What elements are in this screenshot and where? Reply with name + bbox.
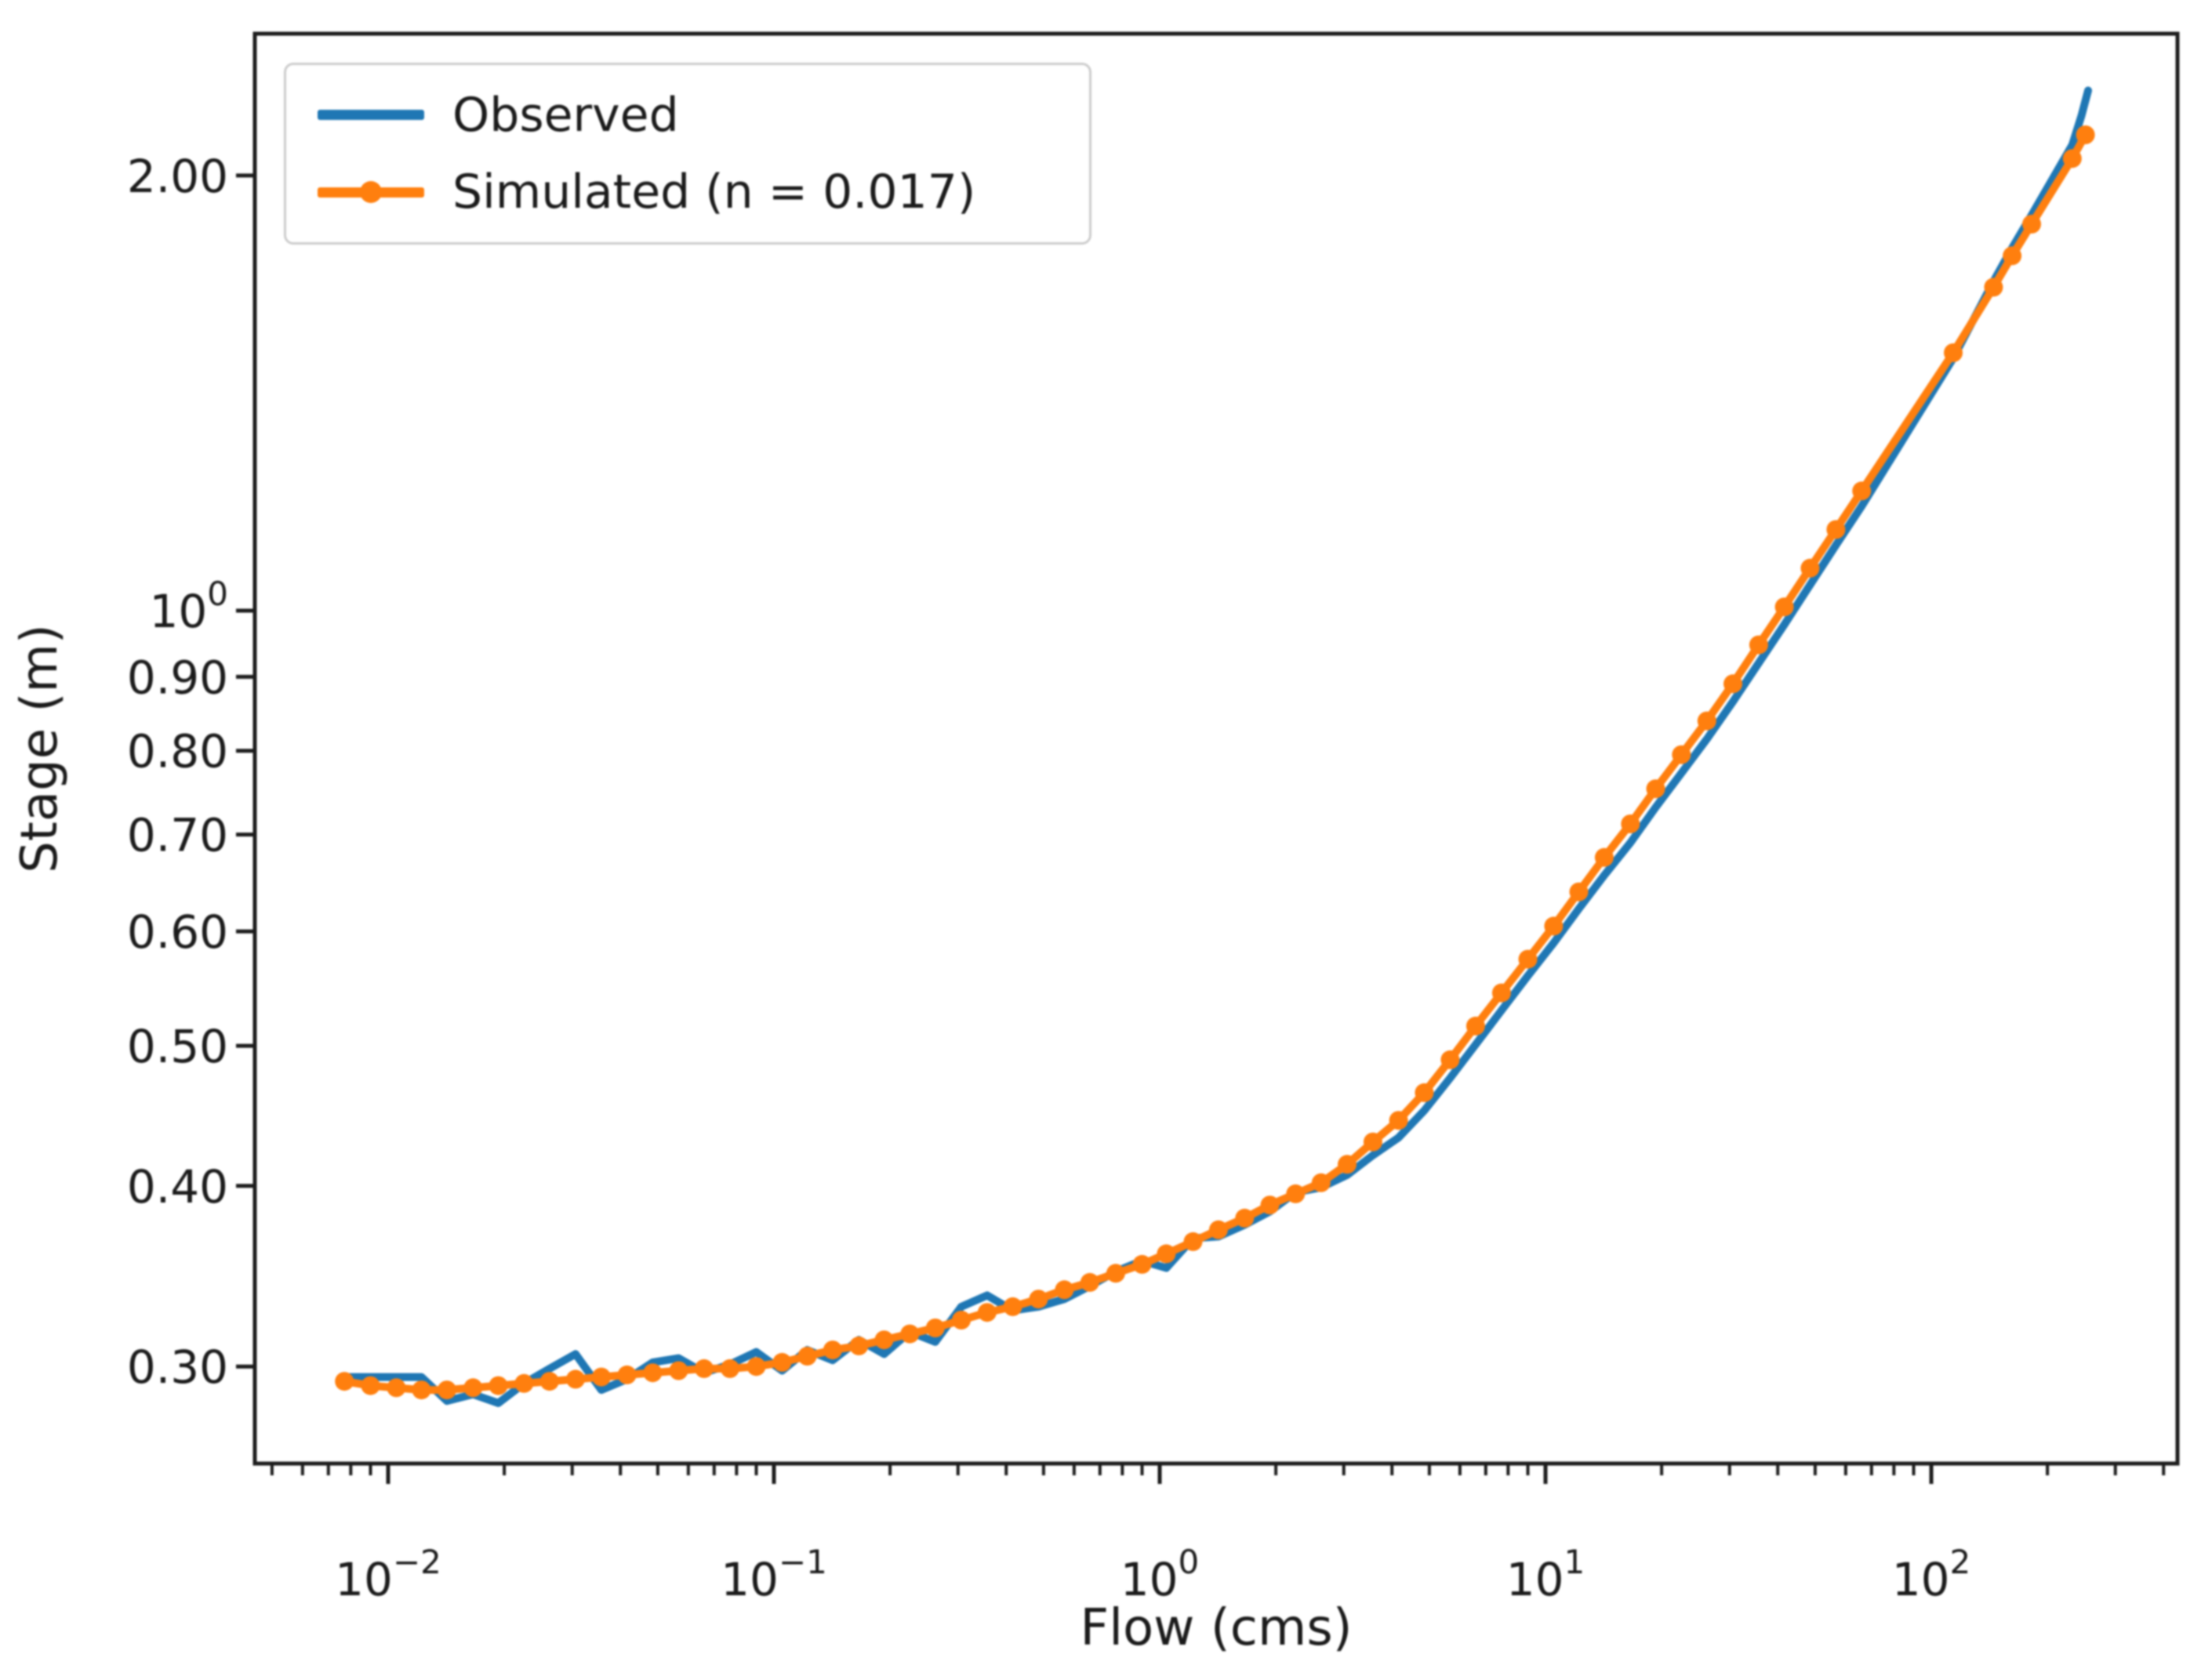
- x-tick-label: 102: [1892, 1543, 1971, 1606]
- y-tick-label: 0.60: [127, 905, 228, 959]
- y-tick-label: 0.40: [127, 1160, 228, 1213]
- x-tick-label: 101: [1506, 1543, 1585, 1606]
- x-minor-ticks: [270, 1464, 2166, 1475]
- y-tick-label: 0.70: [127, 809, 228, 862]
- y-tick-label: 0.30: [127, 1340, 228, 1394]
- y-tick-label: 100: [149, 575, 228, 638]
- x-axis-title: Flow (cms): [1080, 1599, 1352, 1657]
- legend-item-observed: Observed: [318, 88, 1089, 143]
- simulated-marker-icon: [360, 181, 382, 204]
- simulated-line-sample: [318, 181, 424, 204]
- series-lines: [335, 86, 2095, 1407]
- y-tick-label: 0.90: [127, 651, 228, 704]
- x-tick-labels: 10−2 10−1 100 101 102: [335, 1543, 1970, 1606]
- y-tick-labels: 2.00 100 0.90 0.80 0.70 0.60 0.50 0.40 0.30: [127, 150, 228, 1394]
- y-tick-label: 2.00: [127, 150, 228, 203]
- plot-frame: [252, 31, 2180, 1466]
- x-tick-label: 10−1: [721, 1543, 827, 1606]
- y-tick-label: 0.50: [127, 1020, 228, 1073]
- x-tick-label: 10−2: [335, 1543, 441, 1606]
- y-tick-label: 0.80: [127, 725, 228, 778]
- x-tick-label: 100: [1121, 1543, 1200, 1606]
- legend-label-simulated: Simulated (n = 0.017): [452, 165, 976, 220]
- observed-line-sample: [318, 110, 424, 121]
- simulated-markers: [335, 125, 2095, 1400]
- legend-item-simulated: Simulated (n = 0.017): [318, 165, 1089, 219]
- legend: Observed Simulated (n = 0.017): [284, 63, 1091, 245]
- x-major-ticks: [386, 1464, 1934, 1484]
- legend-label-observed: Observed: [452, 87, 679, 143]
- observed-line: [340, 86, 2092, 1407]
- y-axis-title: Stage (m): [11, 624, 69, 873]
- simulated-line: [340, 131, 2090, 1395]
- y-major-ticks: [236, 173, 255, 1369]
